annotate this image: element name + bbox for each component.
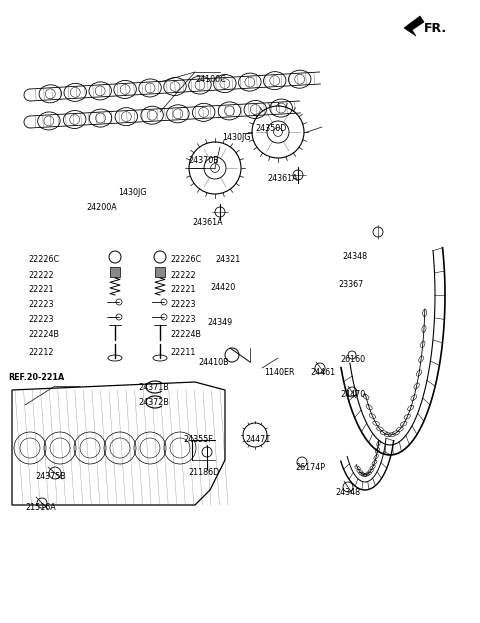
Text: 24471: 24471 xyxy=(245,435,270,444)
Text: 24350D: 24350D xyxy=(255,124,287,133)
Text: 24321: 24321 xyxy=(215,255,240,264)
Text: 22223: 22223 xyxy=(170,315,195,324)
Text: 24370B: 24370B xyxy=(188,156,219,165)
Bar xyxy=(110,267,120,277)
Text: 24361A: 24361A xyxy=(267,174,298,183)
Text: 24355F: 24355F xyxy=(183,435,213,444)
Text: 24461: 24461 xyxy=(310,368,335,377)
Text: 24200A: 24200A xyxy=(86,203,117,212)
Text: 22223: 22223 xyxy=(170,300,195,309)
Text: 24410B: 24410B xyxy=(198,358,228,367)
Text: 1430JG: 1430JG xyxy=(118,188,146,197)
Text: 21186D: 21186D xyxy=(188,468,219,477)
Text: 22222: 22222 xyxy=(28,271,54,280)
Text: 22212: 22212 xyxy=(28,348,53,357)
Text: 22224B: 22224B xyxy=(170,330,201,339)
Text: FR.: FR. xyxy=(424,22,447,35)
Text: 22221: 22221 xyxy=(28,285,53,294)
Text: 24361A: 24361A xyxy=(192,218,223,227)
Text: 22226C: 22226C xyxy=(170,255,201,264)
Text: 22211: 22211 xyxy=(170,348,195,357)
Text: 22221: 22221 xyxy=(170,285,195,294)
Text: 1430JG: 1430JG xyxy=(222,133,251,142)
Text: 22222: 22222 xyxy=(170,271,196,280)
Polygon shape xyxy=(404,16,424,36)
Text: REF.20-221A: REF.20-221A xyxy=(8,373,64,382)
Text: 26160: 26160 xyxy=(340,355,365,364)
Text: 24349: 24349 xyxy=(207,318,232,327)
Bar xyxy=(155,267,165,277)
Text: 23367: 23367 xyxy=(338,280,363,289)
Text: 1140ER: 1140ER xyxy=(264,368,295,377)
Text: 24470: 24470 xyxy=(340,390,365,399)
Text: 24371B: 24371B xyxy=(138,383,169,392)
Text: 22226C: 22226C xyxy=(28,255,59,264)
Text: 21516A: 21516A xyxy=(25,503,56,512)
Text: 22224B: 22224B xyxy=(28,330,59,339)
Text: 24348: 24348 xyxy=(342,252,367,261)
Text: 24100C: 24100C xyxy=(195,75,226,84)
Text: 22223: 22223 xyxy=(28,315,53,324)
Text: 24420: 24420 xyxy=(210,283,235,292)
Text: 24375B: 24375B xyxy=(35,472,66,481)
Text: 24372B: 24372B xyxy=(138,398,169,407)
Text: 22223: 22223 xyxy=(28,300,53,309)
Text: 24348: 24348 xyxy=(335,488,360,497)
Text: 26174P: 26174P xyxy=(295,463,325,472)
